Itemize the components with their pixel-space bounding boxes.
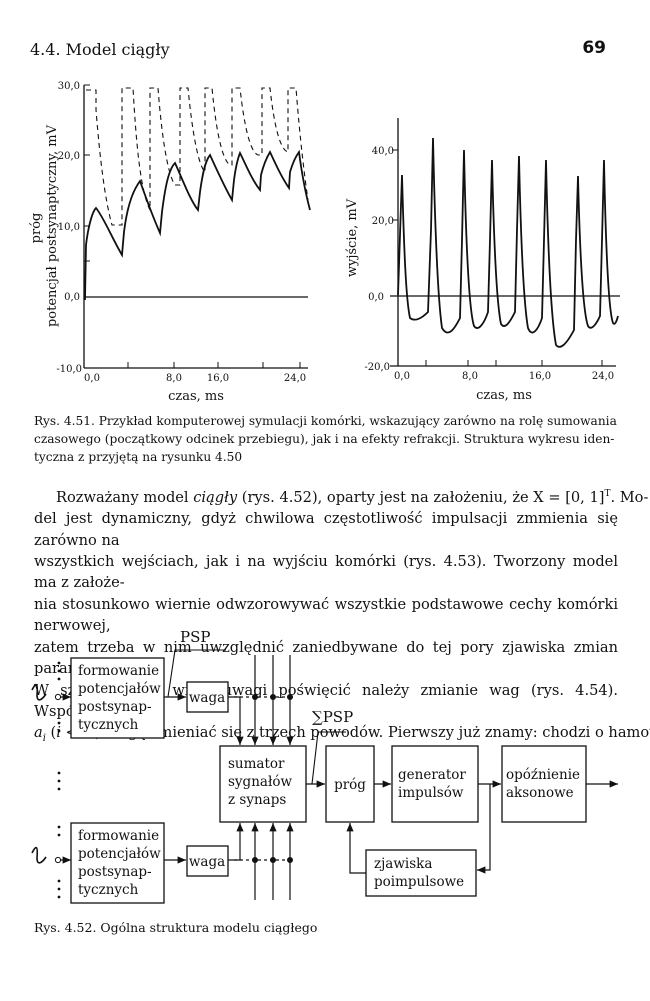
paragraph-line: Rozważany model ciągły (rys. 4.52), opar… <box>56 488 649 506</box>
running-header-section: 4.4. Model ciągły <box>30 40 170 59</box>
block-text: próg <box>334 777 366 793</box>
left-ytick-10: 10,0 <box>58 222 80 233</box>
block-text: waga <box>189 690 225 706</box>
block-text: zjawiska <box>374 856 432 872</box>
block-text: aksonowe <box>506 785 574 801</box>
left-ytick-30: 30,0 <box>58 81 80 92</box>
figure-4-51: 30,0 20,0 10,0 0,0 -10,0 0,0 8,0 16,0 24… <box>29 81 620 404</box>
left-ylabel-line1: próg <box>29 213 44 244</box>
right-plot: 40,0 20,0 0,0 -20,0 0,0 8,0 16,0 24,0 cz… <box>345 118 620 403</box>
left-xtick-16: 16,0 <box>207 373 229 384</box>
left-ytick-0: 0,0 <box>64 292 80 303</box>
caption-line: czasowego (początkowy odcinek przebiegu)… <box>34 432 615 446</box>
vertical-dots <box>57 661 61 899</box>
left-ytick-20: 20,0 <box>58 151 80 162</box>
right-xtick-16: 16,0 <box>529 371 551 382</box>
block-text: waga <box>189 854 225 870</box>
block-text: sygnałów <box>228 774 292 790</box>
right-xtick-0: 0,0 <box>394 371 410 382</box>
figure-4-51-caption: Rys. 4.51. Przykład komputerowej symulac… <box>34 412 618 466</box>
right-ytick-20: 20,0 <box>372 216 394 227</box>
psp-solid-curve <box>84 149 311 301</box>
block-text: poimpulsowe <box>374 874 464 890</box>
right-ytick-40: 40,0 <box>372 146 394 157</box>
block-prog <box>325 745 375 823</box>
block-text: opóźnienie <box>506 767 580 783</box>
paragraph-line: del jest dynamiczny, gdyż chwilowa częst… <box>34 510 618 549</box>
right-xlabel: czas, ms <box>476 388 532 403</box>
block-text: tycznych <box>78 717 139 733</box>
psp-label: PSP <box>180 628 210 646</box>
block-generator <box>391 745 479 823</box>
left-ytick-neg10: -10,0 <box>56 364 82 375</box>
right-ytick-neg20: -20,0 <box>364 362 390 373</box>
block-zjawiska <box>365 849 477 897</box>
block-text: postsynap- <box>78 864 152 880</box>
left-xlabel: czas, ms <box>168 389 224 404</box>
block-formowanie-top <box>70 657 165 739</box>
block-sumator <box>219 745 307 823</box>
block-text: sumator <box>228 756 285 772</box>
synapse-lines-top <box>234 655 294 745</box>
page-number: 69 <box>582 38 606 58</box>
block-waga-bottom <box>186 845 229 877</box>
caption-line: tyczna z przyjętą na rysunku 4.50 <box>34 450 243 464</box>
left-xtick-0: 0,0 <box>84 373 100 384</box>
block-text: tycznych <box>78 882 139 898</box>
block-text: generator <box>398 767 466 783</box>
right-xtick-8: 8,0 <box>462 371 478 382</box>
output-spike-curve <box>397 137 619 348</box>
block-formowanie-bottom <box>70 822 165 904</box>
block-text: formowanie <box>78 828 159 844</box>
input-spike-icon <box>31 683 47 701</box>
block-text: impulsów <box>398 785 464 801</box>
block-text: formowanie <box>78 663 159 679</box>
block-text: postsynap- <box>78 699 152 715</box>
threshold-dashed-curve <box>86 87 309 226</box>
caption-line: Rys. 4.51. Przykład komputerowej symulac… <box>34 414 617 428</box>
figure-4-52-block-diagram: formowanie potencjałów postsynap- tyczny… <box>31 628 618 935</box>
block-text: potencjałów <box>78 681 161 697</box>
block-waga-top <box>186 681 229 713</box>
input-spike-icon <box>31 846 47 864</box>
figure-4-52-caption: Rys. 4.52. Ogólna struktura modelu ciągł… <box>34 920 317 935</box>
right-ytick-0: 0,0 <box>368 292 384 303</box>
left-ylabel-line2: potencjał postsynaptyczny, mV <box>45 124 60 327</box>
block-text: z synaps <box>228 792 286 808</box>
left-plot: 30,0 20,0 10,0 0,0 -10,0 0,0 8,0 16,0 24… <box>29 81 311 404</box>
paragraph-line: nia stosunkowo wiernie odwzorowywać wszy… <box>34 595 618 635</box>
block-text: potencjałów <box>78 846 161 862</box>
paragraph-line: wszystkich wejściach, jak i na wyjściu k… <box>34 553 618 592</box>
right-xtick-24: 24,0 <box>592 371 614 382</box>
synapse-lines-bottom <box>234 823 294 900</box>
sum-psp-label: ∑PSP <box>312 708 353 726</box>
block-opoznienie <box>501 745 587 823</box>
left-xtick-24: 24,0 <box>284 373 306 384</box>
right-ylabel: wyjście, mV <box>345 198 360 277</box>
left-xtick-8: 8,0 <box>166 373 182 384</box>
